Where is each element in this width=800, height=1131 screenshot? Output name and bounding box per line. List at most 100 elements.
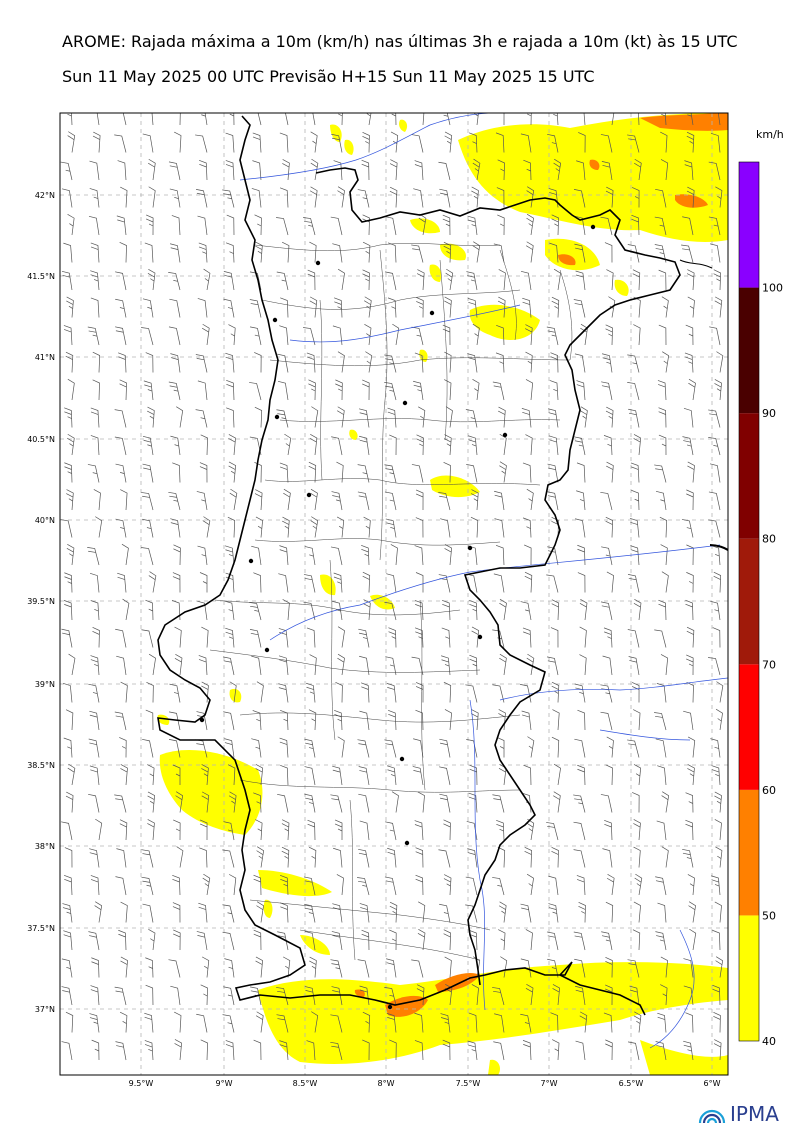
wind-barb-stroke [499,433,507,456]
wind-barb-stroke [384,601,397,621]
wind-barb [600,216,613,236]
wind-barb-stroke [605,1039,613,1061]
wind-barb-stroke [67,763,76,786]
wind-barb [627,134,640,153]
wind-barb [633,1011,642,1033]
wind-barb-stroke [384,876,397,896]
wind-barb [63,242,73,263]
wind-barb [714,901,722,923]
wind-barb [141,327,154,346]
wind-barb-stroke [628,408,640,428]
wind-barb [414,160,424,181]
wind-barb-stroke [168,959,181,978]
wind-barb [61,1041,73,1061]
wind-barb-stroke [171,600,181,621]
wind-barb-stroke [303,876,316,896]
wind-barb-stroke [466,821,478,841]
wind-barb-stroke [579,1011,588,1033]
wind-barb [336,461,344,483]
wind-barb [553,763,561,786]
wind-barb-stroke [387,847,397,868]
wind-barb [200,1039,208,1061]
wind-barb-stroke [604,984,613,1006]
wind-barb [279,545,289,566]
wind-barb [68,653,76,676]
wind-barb-stroke [304,931,316,951]
coastline [157,115,646,1016]
wind-barb [548,435,559,456]
wind-barb [276,113,289,126]
wind-barb [439,766,451,786]
wind-barb-stroke [686,489,694,511]
wind-barb-stroke [527,736,535,758]
wind-barb [411,244,424,263]
wind-barb-stroke [467,215,478,236]
wind-barb [605,324,613,346]
wind-barb-stroke [224,545,235,566]
wind-barb [469,764,478,786]
wind-barb [551,736,560,758]
wind-barb-stroke [226,407,235,428]
wind-barb [712,627,721,648]
wind-barb-stroke [334,819,343,841]
wind-barb [114,134,127,153]
wind-barb-stroke [494,490,505,511]
wind-barb [90,655,100,676]
wind-barb [548,903,559,923]
wind-barb [548,408,559,428]
wind-barb-stroke [553,268,561,291]
wind-barb-stroke [332,243,343,263]
wind-barb-stroke [304,113,316,126]
wind-barb-stroke [443,461,451,483]
wind-barb [310,131,318,153]
wind-barb [306,352,316,373]
wind-barb [387,847,397,868]
wind-barb [546,931,559,951]
wind-barb [443,681,452,703]
wind-barb-stroke [629,518,640,538]
wind-barb [120,764,128,786]
wind-barb [440,518,451,538]
wind-barb-stroke [332,765,343,786]
wind-barb [65,791,74,813]
wind-barb-stroke [471,489,479,511]
wind-barb-stroke [580,406,588,428]
wind-barb [359,435,370,456]
wind-barb-stroke [708,437,721,456]
wind-barb-stroke [498,406,506,428]
wind-barb-stroke [549,380,559,401]
wind-barb [439,738,451,758]
wind-barb [715,956,724,978]
wind-barb-stroke [145,709,154,731]
wind-barb-stroke [579,654,587,676]
wind-barb-stroke [574,738,586,758]
wind-barb [249,299,262,318]
wind-barb-stroke [631,214,640,236]
wind-barb-stroke [525,241,534,263]
wind-barb-stroke [708,409,721,428]
wind-barb-stroke [654,244,667,263]
wind-barb [202,873,211,896]
wind-barb [443,819,451,841]
wind-barb [629,518,640,538]
wind-barb-stroke [579,626,587,648]
wind-barb [66,489,74,511]
wind-barb-stroke [116,215,127,236]
wind-barb-stroke [61,188,73,208]
wind-barb-stroke [492,381,505,401]
wind-barb-stroke [687,461,695,483]
wind-barb [145,984,154,1006]
wind-barb-stroke [115,628,127,648]
wind-barb [142,518,154,538]
wind-barb [386,958,397,978]
wind-barb [331,436,343,456]
wind-barb [658,599,667,621]
wind-barb [524,113,532,126]
wind-barb-stroke [657,902,667,923]
wind-barb-stroke [336,516,345,538]
wind-barb-stroke [337,736,345,758]
wind-barb [63,930,73,951]
wind-barb-stroke [62,903,73,923]
wind-barb [198,242,208,263]
wind-barb [357,959,370,978]
